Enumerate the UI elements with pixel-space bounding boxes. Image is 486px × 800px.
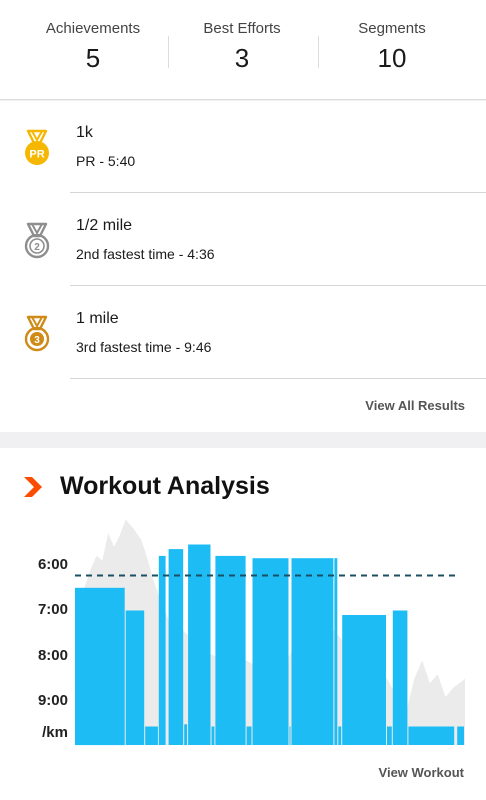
pace-bar bbox=[387, 726, 392, 745]
pace-bar bbox=[342, 615, 386, 745]
divider bbox=[70, 285, 486, 286]
y-tick-label: 6:00 bbox=[37, 556, 68, 573]
pace-bar bbox=[188, 544, 211, 745]
result-item[interactable]: PR 1k PR - 5:40 bbox=[0, 101, 486, 193]
pace-bars bbox=[75, 544, 464, 746]
pace-bar bbox=[457, 726, 464, 745]
y-tick-label: 8:00 bbox=[37, 647, 68, 664]
stat-label: Achievements bbox=[45, 20, 141, 37]
result-item[interactable]: 3 1 mile 3rd fastest time - 9:46 bbox=[0, 287, 486, 379]
pace-chart[interactable] bbox=[0, 448, 486, 800]
pace-bar bbox=[145, 726, 158, 745]
stat-value: 3 bbox=[234, 43, 250, 73]
y-tick-label: 9:00 bbox=[37, 692, 68, 709]
pace-bar bbox=[338, 726, 342, 745]
stat-label: Best Efforts bbox=[203, 20, 281, 37]
best-efforts-stat[interactable]: Best Efforts 3 bbox=[161, 20, 323, 74]
stat-divider bbox=[318, 36, 319, 68]
result-title: 1k bbox=[76, 124, 93, 141]
chevron-right-icon bbox=[24, 477, 42, 497]
best-efforts-card: PR 1k PR - 5:40 2 1/2 mile 2nd fastest t… bbox=[0, 101, 486, 432]
pace-bar bbox=[215, 555, 246, 745]
pace-bar bbox=[334, 558, 338, 745]
achievements-stat[interactable]: Achievements 5 bbox=[12, 20, 174, 74]
divider bbox=[70, 192, 486, 193]
stats-card: Achievements 5 Best Efforts 3 Segments 1… bbox=[0, 0, 486, 100]
medal-text: 2 bbox=[34, 242, 40, 253]
stat-divider bbox=[168, 36, 169, 68]
result-subtitle: 3rd fastest time - 9:46 bbox=[76, 339, 212, 355]
section-title: Workout Analysis bbox=[60, 472, 270, 500]
pace-bar bbox=[184, 724, 188, 746]
pace-bar bbox=[246, 726, 252, 745]
pace-bar bbox=[392, 610, 408, 745]
divider bbox=[70, 378, 486, 379]
result-subtitle: 2nd fastest time - 4:36 bbox=[76, 246, 215, 262]
pace-bar bbox=[291, 558, 334, 745]
result-subtitle: PR - 5:40 bbox=[76, 153, 136, 169]
stat-label: Segments bbox=[358, 20, 426, 37]
silver-medal-icon: 2 bbox=[24, 222, 50, 259]
view-all-results-link[interactable]: View All Results bbox=[365, 398, 465, 413]
pace-bar bbox=[408, 726, 455, 745]
pace-bar bbox=[125, 610, 145, 745]
stat-value: 10 bbox=[377, 43, 407, 73]
bronze-medal-icon: 3 bbox=[24, 315, 50, 352]
result-title: 1/2 mile bbox=[76, 217, 133, 234]
y-unit-label: /km bbox=[42, 724, 68, 741]
pr-medal-icon: PR bbox=[25, 129, 49, 165]
pace-bar bbox=[168, 549, 184, 745]
medal-text: 3 bbox=[34, 335, 40, 346]
result-item[interactable]: 2 1/2 mile 2nd fastest time - 4:36 bbox=[0, 194, 486, 286]
stat-value: 5 bbox=[85, 43, 101, 73]
result-title: 1 mile bbox=[76, 310, 119, 327]
pace-bar bbox=[158, 555, 166, 745]
view-workout-link[interactable]: View Workout bbox=[378, 765, 464, 780]
medal-text: PR bbox=[29, 149, 44, 161]
pace-bar bbox=[252, 558, 289, 745]
y-tick-label: 7:00 bbox=[37, 601, 68, 618]
segments-stat[interactable]: Segments 10 bbox=[311, 20, 473, 74]
pace-bar bbox=[75, 587, 125, 746]
workout-analysis-card: Workout Analysis 6:00 7:00 8:00 9:00 /km… bbox=[0, 448, 486, 800]
pace-bar bbox=[211, 726, 215, 745]
pace-bar bbox=[289, 726, 291, 745]
